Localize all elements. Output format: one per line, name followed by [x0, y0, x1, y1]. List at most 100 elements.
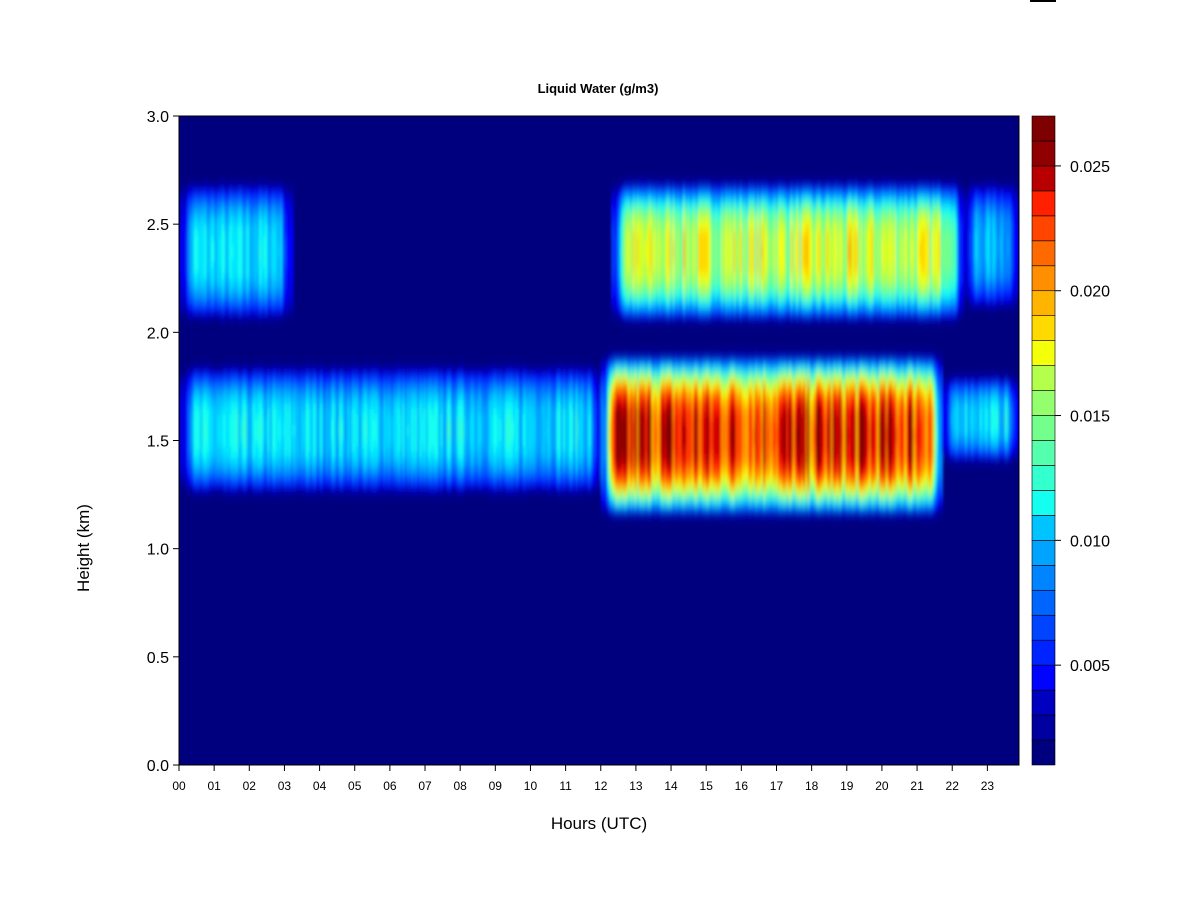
heatmap-cell [714, 256, 718, 263]
heatmap-cell [731, 191, 735, 198]
heatmap-cell [640, 224, 644, 231]
heatmap-cell [282, 240, 285, 247]
heatmap-cell [645, 240, 648, 247]
heatmap-cell [615, 229, 619, 236]
heatmap-cell [706, 240, 709, 247]
heatmap-cell [733, 256, 737, 263]
heatmap-cell [668, 202, 671, 209]
heatmap-cell [257, 289, 260, 296]
heatmap-cell [273, 197, 277, 204]
heatmap-cell [725, 180, 728, 187]
heatmap-cell [642, 245, 646, 252]
heatmap-cell [621, 207, 625, 214]
heatmap-cell [746, 251, 749, 258]
heatmap-cell [195, 186, 199, 193]
heatmap-cell [636, 180, 640, 187]
heatmap-cell [725, 262, 728, 268]
heatmap-cell [655, 251, 659, 258]
heatmap-cell [217, 294, 220, 301]
heatmap-cell [242, 207, 245, 214]
heatmap-cell [693, 294, 697, 301]
heatmap-cell [687, 267, 690, 274]
heatmap-cell [632, 310, 636, 317]
heatmap-cell [233, 305, 237, 312]
heatmap-cell [744, 305, 747, 312]
heatmap-cell [187, 240, 191, 247]
heatmap-cell [193, 272, 197, 279]
heatmap-cell [685, 235, 688, 241]
heatmap-cell [737, 186, 741, 193]
heatmap-cell [710, 289, 714, 296]
heatmap-cell [183, 229, 186, 236]
heatmap-cell [746, 213, 749, 220]
heatmap-cell [716, 299, 720, 306]
heatmap-cell [261, 267, 264, 274]
heatmap-cell [290, 213, 294, 220]
heatmap-cell [708, 229, 711, 236]
heatmap-cell [202, 305, 205, 312]
heatmap-cell [659, 278, 663, 285]
heatmap-cell [246, 191, 250, 198]
heatmap-cell [689, 186, 692, 193]
heatmap-cell [257, 267, 260, 274]
heatmap-cell [729, 202, 733, 209]
heatmap-cell [619, 267, 623, 274]
heatmap-cell [276, 294, 279, 301]
heatmap-cell [716, 186, 720, 193]
heatmap-cell [214, 240, 218, 247]
heatmap-cell [687, 229, 690, 236]
heatmap-cell [721, 299, 724, 306]
heatmap-cell [278, 213, 281, 220]
heatmap-cell [697, 294, 701, 301]
heatmap-cell [195, 245, 199, 252]
heatmap-cell [204, 305, 207, 312]
heatmap-cell [179, 213, 182, 220]
heatmap-cell [657, 262, 661, 268]
heatmap-cell [640, 213, 644, 220]
heatmap-cell [288, 294, 292, 301]
heatmap-cell [206, 289, 210, 296]
heatmap-cell [208, 186, 212, 193]
heatmap-cell [257, 202, 260, 209]
heatmap-cell [221, 235, 224, 241]
heatmap-cell [691, 251, 695, 258]
heatmap-cell [735, 267, 739, 274]
heatmap-cell [710, 180, 714, 187]
heatmap-cell [661, 316, 665, 323]
heatmap-cell [208, 229, 212, 236]
heatmap-cell [223, 207, 226, 214]
heatmap-cell [254, 272, 258, 279]
heatmap-cell [664, 235, 667, 241]
heatmap-cell [265, 191, 269, 198]
heatmap-cell [697, 278, 701, 285]
heatmap-cell [702, 207, 705, 214]
heatmap-cell [693, 251, 697, 258]
heatmap-cell [706, 207, 709, 214]
heatmap-cell [252, 240, 256, 247]
heatmap-cell [246, 180, 250, 187]
heatmap-cell [733, 283, 737, 290]
heatmap-cell [267, 256, 271, 263]
heatmap-cell [621, 283, 625, 290]
heatmap-cell [290, 197, 294, 204]
heatmap-cell [742, 305, 745, 312]
heatmap-cell [284, 251, 288, 258]
heatmap-cell [252, 235, 256, 241]
heatmap-cell [181, 202, 184, 209]
heatmap-cell [265, 305, 269, 312]
heatmap-cell [263, 213, 267, 220]
heatmap-cell [284, 218, 288, 225]
heatmap-cell [704, 278, 707, 285]
heatmap-cell [695, 224, 699, 231]
heatmap-cell [676, 229, 680, 236]
heatmap-cell [718, 272, 722, 279]
heatmap-cell [729, 299, 733, 306]
heatmap-cell [653, 305, 657, 312]
heatmap-cell [657, 316, 661, 323]
heatmap-cell [210, 272, 214, 279]
heatmap-cell [183, 283, 186, 290]
heatmap-cell [248, 278, 252, 285]
heatmap-cell [233, 256, 237, 263]
heatmap-cell [702, 245, 705, 252]
heatmap-cell [221, 202, 224, 209]
